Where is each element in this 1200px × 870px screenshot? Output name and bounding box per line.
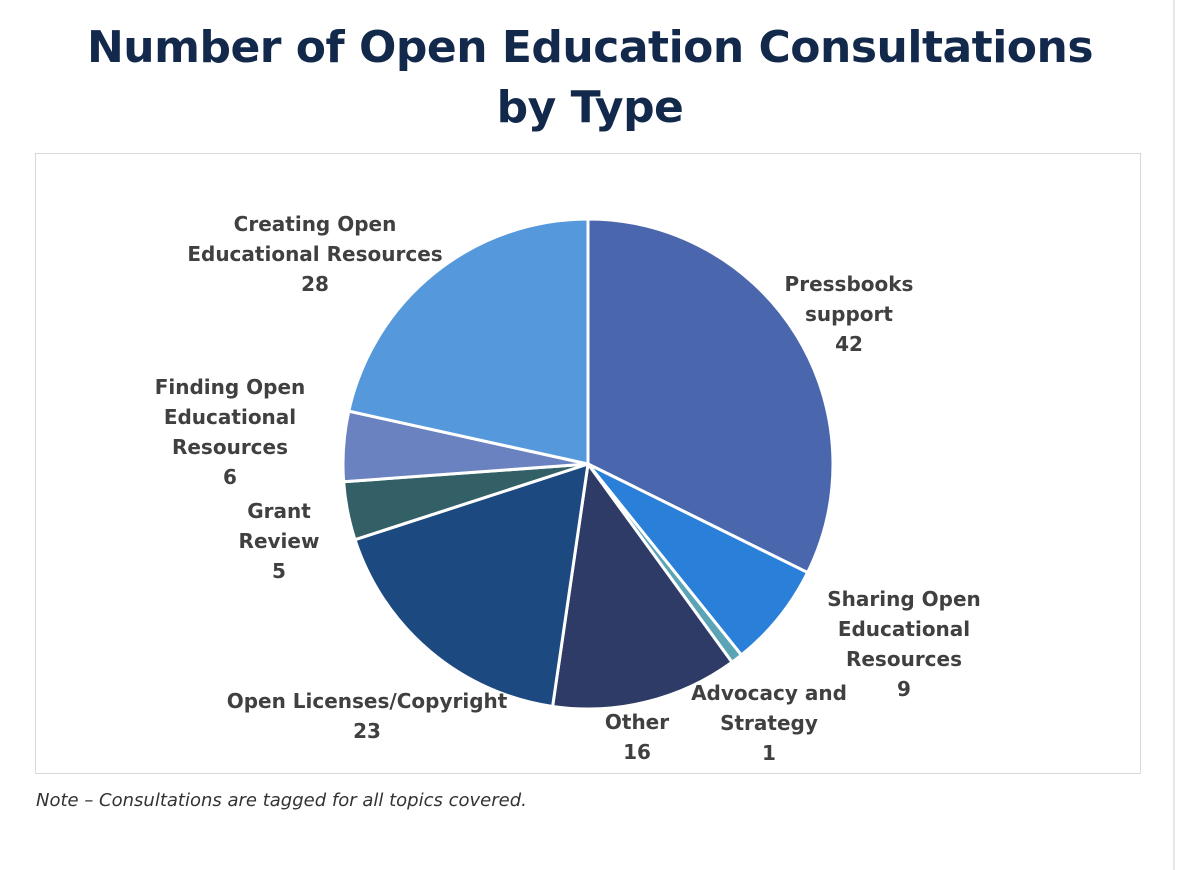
slice-value: 42	[835, 332, 863, 356]
slice-label-3: Other 16	[477, 707, 797, 767]
chart-title: Number of Open Education Consultations b…	[86, 22, 1094, 133]
slice-label-text: Resources	[845, 647, 963, 671]
slice-label-text: Review	[238, 529, 320, 553]
slice-label-text: Finding Open	[154, 375, 306, 399]
slice-label-text: Sharing Open	[827, 587, 981, 611]
slice-label-text: Educational Resources	[187, 242, 443, 266]
slice-label-text: Educational	[837, 617, 971, 641]
slice-label-5: Grant Review 5	[119, 496, 439, 586]
page-edge-divider	[1173, 0, 1175, 870]
pie-slice-7	[347, 217, 590, 466]
slice-value: 1	[762, 741, 776, 765]
slice-label-text: Educational	[163, 405, 297, 429]
slice-label-6: Finding Open Educational Resources 6	[70, 372, 390, 492]
slice-label-text: support	[805, 302, 893, 326]
slice-label-text: Advocacy and	[691, 681, 847, 705]
slice-value: 28	[301, 272, 329, 296]
slice-label-0: Pressbooks support 42	[689, 269, 1009, 359]
pie-slice-4	[353, 462, 590, 708]
slice-value: 6	[223, 465, 237, 489]
slice-value: 23	[353, 719, 381, 743]
slice-label-text: Open Licenses/Copyright	[226, 689, 508, 713]
slice-label-text: Pressbooks	[784, 272, 914, 296]
chart-area: Pressbooks support 42 Sharing Open Education…	[35, 153, 1141, 774]
footnote: Note – Consultations are tagged for all …	[36, 790, 527, 811]
slice-label-text: Resources	[171, 435, 289, 459]
slice-label-2: Advocacy and Strategy 1	[609, 678, 929, 768]
slice-label-4: Open Licenses/Copyright 23	[207, 686, 527, 746]
pie-slice-0	[586, 217, 835, 575]
slice-label-1: Sharing Open Educational Resources 9	[744, 584, 1064, 704]
pie-slice-3	[551, 462, 734, 711]
slice-value: 9	[897, 677, 911, 701]
slice-value: 16	[623, 740, 651, 764]
slice-value: 5	[272, 559, 286, 583]
slice-label-text: Strategy	[720, 711, 818, 735]
slice-label-text: Creating Open	[233, 212, 397, 236]
pie-slice-1	[586, 462, 810, 657]
slice-label-text: Grant	[247, 499, 311, 523]
slice-label-7: Creating Open Educational Resources 28	[155, 209, 475, 299]
pie-chart	[341, 217, 835, 711]
slice-label-text: Other	[604, 710, 670, 734]
